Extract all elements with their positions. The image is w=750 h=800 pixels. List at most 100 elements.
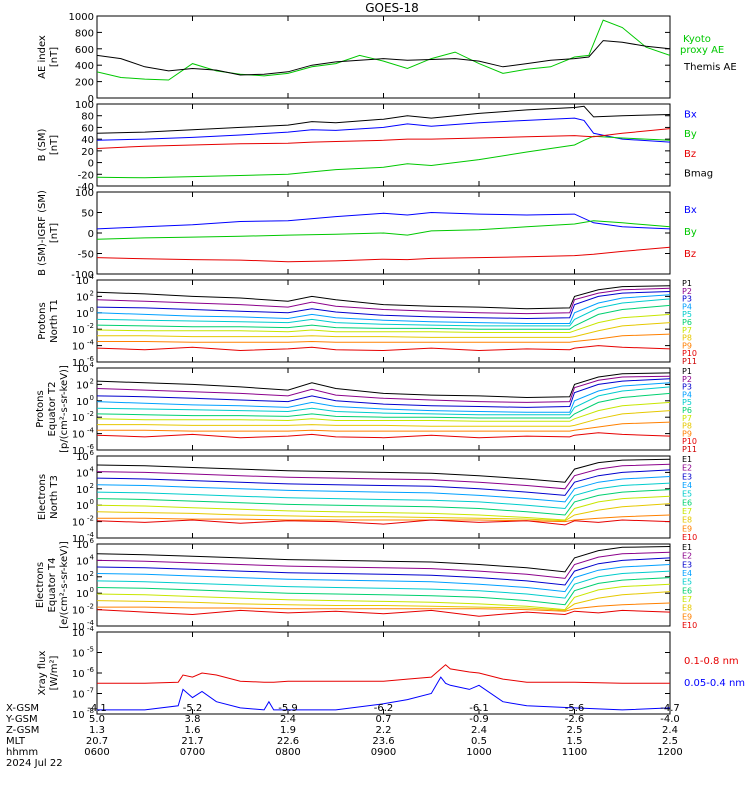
footer-value: -5.6 bbox=[565, 703, 585, 714]
y-axis-label: [nT] bbox=[49, 135, 60, 155]
y-axis-label: [e/(cm²-s-sr-keV)] bbox=[59, 541, 70, 629]
legend-entry: E1 bbox=[682, 455, 692, 464]
legend-entry: P8 bbox=[682, 334, 692, 343]
y-tick-exponent: -2 bbox=[87, 410, 94, 418]
legend-entry: E6 bbox=[682, 498, 692, 507]
y-tick-exponent: 4 bbox=[90, 361, 95, 369]
legend-entry: E2 bbox=[682, 552, 692, 561]
panel-ae: 0 200 400 600 800 1000 AE index [nT] Kyotoproxy … bbox=[37, 12, 737, 105]
legend-entry: P3 bbox=[682, 383, 692, 392]
series-line-p4 bbox=[97, 294, 670, 324]
y-tick-label: 10 bbox=[76, 276, 89, 287]
legend-entry: Bmag bbox=[684, 168, 713, 179]
series-line-e4 bbox=[97, 476, 670, 503]
y-tick-label: 400 bbox=[75, 61, 94, 72]
footer-value: 23.6 bbox=[372, 736, 394, 747]
legend-entry: E4 bbox=[682, 481, 692, 490]
series-line-p5 bbox=[97, 386, 670, 416]
y-axis-label: Equator T2 bbox=[47, 382, 58, 437]
y-tick-exponent: -6 bbox=[87, 443, 95, 451]
y-tick-exponent: 4 bbox=[90, 273, 95, 281]
series-line-e7 bbox=[97, 495, 670, 521]
footer-value: 2.4 bbox=[662, 725, 678, 736]
legend-entry: 0.1-0.8 nm bbox=[684, 656, 739, 667]
footer-value: -4.1 bbox=[87, 703, 107, 714]
y-tick-exponent: 4 bbox=[90, 553, 95, 561]
footer-value: -0.9 bbox=[469, 714, 489, 725]
y-tick-exponent: -5 bbox=[87, 646, 94, 654]
panel-bigrf: -100 -50 0 50 100 B (SM)-IGRF (SM) [nT] Bx By Bz bbox=[37, 188, 697, 281]
series-line-p9 bbox=[97, 421, 670, 432]
footer-value: 1100 bbox=[562, 747, 587, 758]
panel-frame bbox=[96, 455, 671, 539]
legend-entry: E10 bbox=[682, 621, 697, 630]
legend-entry: E6 bbox=[682, 586, 692, 595]
y-tick-label: -40 bbox=[78, 182, 94, 193]
series-line-e8 bbox=[97, 503, 670, 522]
legend-entry: P11 bbox=[682, 445, 697, 454]
y-tick-label: 600 bbox=[75, 45, 94, 56]
legend-entry: P9 bbox=[682, 341, 692, 350]
footer-value: -5.2 bbox=[183, 703, 203, 714]
y-tick-exponent: -8 bbox=[87, 707, 94, 715]
legend-entry: P9 bbox=[682, 429, 692, 438]
series-line-e5 bbox=[97, 482, 670, 510]
series-line-0-05-0-4-nm bbox=[97, 676, 670, 711]
y-tick-label: 10 bbox=[72, 413, 85, 424]
legend-entry: By bbox=[684, 227, 697, 238]
y-axis-label: [W/m²] bbox=[49, 655, 60, 690]
series-line-p10 bbox=[97, 345, 670, 352]
legend-entry: P2 bbox=[682, 375, 692, 384]
y-tick-exponent: 2 bbox=[90, 377, 94, 385]
y-tick-label: 0 bbox=[88, 229, 94, 240]
series-line-bx bbox=[97, 117, 670, 143]
legend-entry: E9 bbox=[682, 524, 692, 533]
y-tick-exponent: 6 bbox=[90, 537, 95, 545]
series-line-e3 bbox=[97, 557, 670, 586]
y-tick-label: 80 bbox=[81, 112, 94, 123]
y-axis-label: North T3 bbox=[49, 475, 60, 519]
y-tick-label: 50 bbox=[81, 209, 94, 220]
y-tick-exponent: -4 bbox=[87, 531, 95, 539]
footer-value: 0.7 bbox=[376, 714, 392, 725]
y-axis-label: [nT] bbox=[49, 223, 60, 243]
footer-value: 1.9 bbox=[280, 725, 296, 736]
y-tick-exponent: 0 bbox=[90, 586, 94, 594]
y-tick-label: 10 bbox=[76, 485, 89, 496]
legend-entry: P10 bbox=[682, 349, 697, 358]
legend-entry: Bx bbox=[684, 110, 697, 121]
footer-value: 0600 bbox=[84, 747, 109, 758]
y-tick-exponent: 0 bbox=[90, 306, 94, 314]
legend-entry: 0.05-0.4 nm bbox=[684, 678, 745, 689]
series-line-p8 bbox=[97, 410, 670, 427]
legend-entry: Kyoto bbox=[683, 34, 711, 45]
footer-value: -2.6 bbox=[565, 714, 585, 725]
series-line-e5 bbox=[97, 570, 670, 599]
panel-frame bbox=[96, 15, 671, 99]
y-tick-exponent: -6 bbox=[87, 666, 95, 674]
y-tick-exponent: 0 bbox=[90, 394, 94, 402]
footer-value: 2.5 bbox=[567, 725, 583, 736]
legend-entry: P8 bbox=[682, 422, 692, 431]
y-tick-exponent: -4 bbox=[87, 339, 95, 347]
y-axis-label: Electrons bbox=[37, 474, 48, 520]
series-line-p9 bbox=[97, 333, 670, 343]
y-tick-label: 1000 bbox=[69, 12, 94, 23]
y-axis-label: Electrons bbox=[35, 562, 46, 608]
series-line-0-1-0-8-nm bbox=[97, 664, 670, 684]
footer-value: 1200 bbox=[657, 747, 682, 758]
y-tick-exponent: -4 bbox=[87, 427, 95, 435]
y-tick-label: 0 bbox=[88, 94, 94, 105]
series-line-p8 bbox=[97, 322, 670, 338]
series-line-p3 bbox=[97, 378, 670, 408]
y-tick-label: 10 bbox=[76, 589, 89, 600]
legend-entry: E5 bbox=[682, 578, 692, 587]
y-tick-label: 10 bbox=[76, 380, 89, 391]
y-tick-label: 100 bbox=[75, 100, 94, 111]
series-line-by bbox=[97, 220, 670, 240]
legend-entry: P5 bbox=[682, 310, 692, 319]
y-tick-label: 10 bbox=[72, 518, 85, 529]
footer-value: 0700 bbox=[180, 747, 205, 758]
